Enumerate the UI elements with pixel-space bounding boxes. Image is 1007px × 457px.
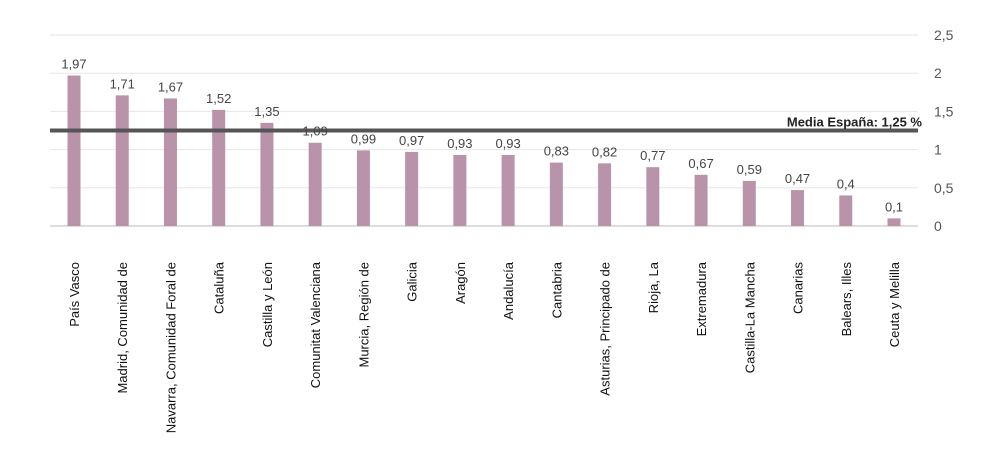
value-label: 0,93 bbox=[495, 136, 520, 151]
category-labels: País Vasco Madrid, Comunidad de Navarra, C… bbox=[67, 261, 902, 433]
y-tick-label: 2 bbox=[934, 65, 942, 81]
category-label: País Vasco bbox=[67, 262, 82, 327]
category-label: Castilla y León bbox=[260, 262, 275, 347]
value-labels: 1,97 1,71 1,67 1,52 1,35 1,09 0,99 0,97 0,93 0,93… bbox=[61, 56, 903, 214]
value-label: 1,67 bbox=[158, 79, 183, 94]
bar bbox=[694, 174, 708, 226]
category-label: Castilla-La Mancha bbox=[742, 261, 757, 373]
category-label: Andalucía bbox=[501, 261, 516, 320]
value-label: 0,4 bbox=[837, 176, 855, 191]
y-tick-label: 1 bbox=[934, 142, 942, 158]
bars bbox=[67, 75, 901, 226]
category-label: Balears, Illes bbox=[839, 262, 854, 337]
value-label: 1,09 bbox=[303, 124, 328, 139]
bar bbox=[598, 163, 612, 226]
bar bbox=[501, 154, 515, 226]
bar bbox=[308, 142, 322, 226]
category-label: Galicia bbox=[405, 261, 420, 302]
bar bbox=[887, 218, 901, 226]
value-label: 0,59 bbox=[737, 162, 762, 177]
bar bbox=[356, 150, 370, 226]
y-tick-label: 0 bbox=[934, 218, 942, 234]
y-tick-label: 0,5 bbox=[934, 180, 954, 196]
value-label: 1,97 bbox=[61, 56, 86, 71]
value-label: 0,47 bbox=[785, 171, 810, 186]
category-label: Cataluña bbox=[212, 261, 227, 314]
category-label: Asturias, Principado de bbox=[598, 262, 613, 396]
value-label: 0,67 bbox=[688, 156, 713, 171]
value-label: 1,35 bbox=[254, 104, 279, 119]
reference-line-group: Media España: 1,25 % bbox=[50, 115, 923, 133]
value-label: 0,1 bbox=[885, 199, 903, 214]
category-label: Murcia, Región de bbox=[356, 262, 371, 368]
value-label: 1,71 bbox=[110, 76, 135, 91]
value-label: 0,83 bbox=[544, 144, 569, 159]
value-label: 0,93 bbox=[447, 136, 472, 151]
bar bbox=[549, 162, 563, 226]
bar bbox=[791, 190, 805, 226]
bar bbox=[260, 122, 274, 226]
category-label: Extremadura bbox=[694, 261, 709, 336]
y-tick-label: 1,5 bbox=[934, 103, 954, 119]
category-label: Navarra, Comunidad Foral de bbox=[163, 262, 178, 433]
value-label: 0,82 bbox=[592, 144, 617, 159]
bar bbox=[405, 151, 419, 226]
category-label: Madrid, Comunidad de bbox=[115, 262, 130, 394]
value-label: 0,77 bbox=[640, 148, 665, 163]
bar bbox=[115, 95, 129, 226]
value-label: 1,52 bbox=[206, 91, 231, 106]
category-label: Ceuta y Melilla bbox=[887, 261, 902, 347]
y-tick-label: 2,5 bbox=[934, 27, 954, 43]
y-axis-ticks: 0 0,5 1 1,5 2 2,5 bbox=[934, 27, 954, 234]
bar bbox=[163, 98, 177, 226]
bar bbox=[212, 109, 226, 226]
value-label: 0,97 bbox=[399, 133, 424, 148]
bar bbox=[67, 75, 81, 226]
bar bbox=[453, 154, 467, 226]
category-label: Comunitat Valenciana bbox=[308, 261, 323, 388]
gridlines bbox=[50, 34, 918, 227]
bar bbox=[742, 180, 756, 226]
category-label: Rioja, La bbox=[646, 261, 661, 313]
bar bbox=[839, 195, 853, 226]
bar bbox=[646, 167, 660, 226]
category-label: Aragón bbox=[453, 262, 468, 304]
category-label: Canarias bbox=[791, 262, 806, 315]
mean-reference-label: Media España: 1,25 % bbox=[787, 115, 923, 130]
category-label: Cantabria bbox=[549, 261, 564, 318]
value-label: 0,99 bbox=[351, 131, 376, 146]
